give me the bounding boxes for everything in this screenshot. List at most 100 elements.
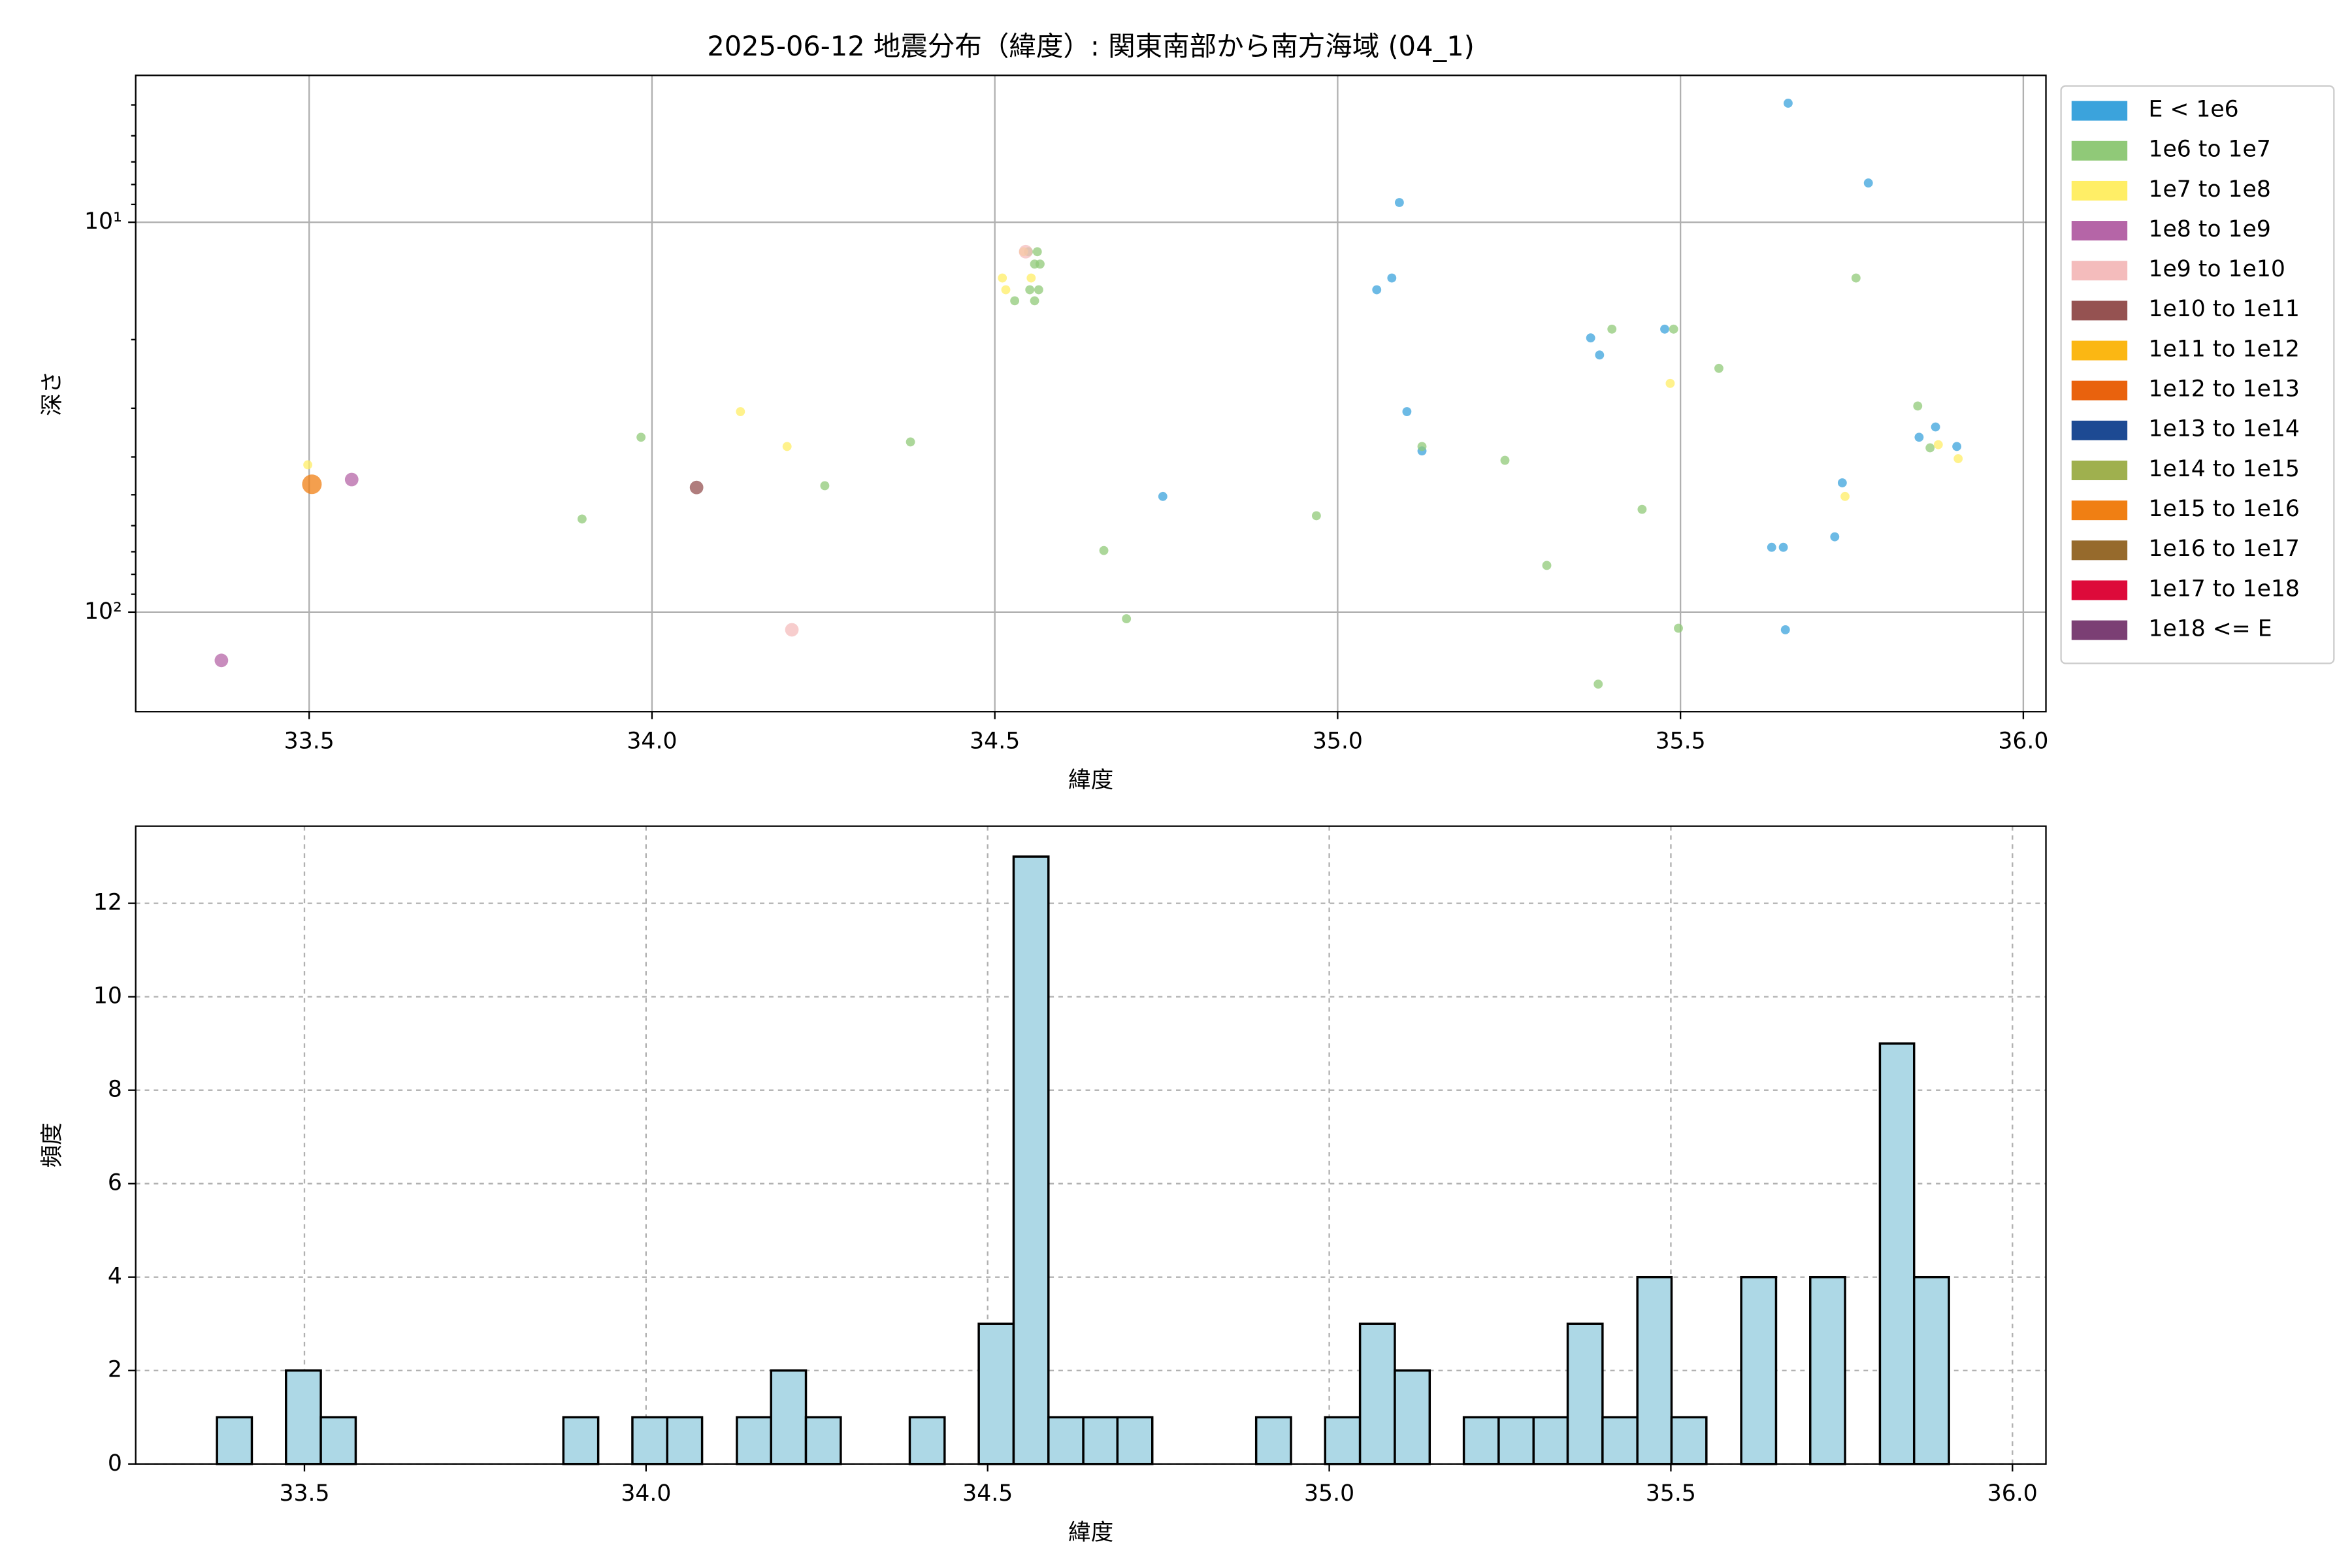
point bbox=[1394, 198, 1404, 207]
point bbox=[1500, 455, 1510, 465]
point bbox=[303, 460, 313, 470]
bar bbox=[285, 1369, 322, 1465]
bar bbox=[1601, 1416, 1639, 1465]
point bbox=[1036, 259, 1045, 269]
legend-swatch bbox=[2071, 301, 2128, 321]
legend-swatch bbox=[2071, 261, 2128, 281]
point bbox=[1311, 511, 1321, 521]
point bbox=[1925, 443, 1935, 453]
y-tick-label: 0 bbox=[108, 1450, 122, 1477]
point bbox=[1417, 442, 1427, 451]
bar bbox=[1254, 1416, 1292, 1465]
legend-swatch bbox=[2071, 221, 2128, 241]
point bbox=[1778, 542, 1788, 552]
bar bbox=[977, 1322, 1015, 1465]
x-tick-label: 34.0 bbox=[621, 1480, 671, 1507]
bar bbox=[736, 1416, 772, 1465]
legend-label: 1e6 to 1e7 bbox=[2148, 137, 2270, 163]
y-tick-label: 12 bbox=[93, 890, 122, 916]
point bbox=[1542, 561, 1552, 570]
bar bbox=[1740, 1275, 1778, 1465]
x-tick-label: 36.0 bbox=[1998, 728, 2048, 754]
point bbox=[1122, 614, 1132, 623]
bar bbox=[1497, 1416, 1535, 1465]
y-tick-label: 8 bbox=[108, 1077, 122, 1103]
chart-title: 2025-06-12 地震分布（緯度）: 関東南部から南方海域 (04_1) bbox=[707, 30, 1475, 62]
legend-swatch bbox=[2071, 461, 2128, 480]
bar bbox=[631, 1416, 668, 1465]
point bbox=[1026, 273, 1036, 283]
point bbox=[1913, 401, 1923, 411]
point bbox=[1099, 546, 1109, 555]
legend-label: 1e10 to 1e11 bbox=[2148, 296, 2299, 322]
bar bbox=[1012, 855, 1050, 1465]
x-tick-label: 35.5 bbox=[1646, 1480, 1696, 1507]
point bbox=[906, 437, 915, 447]
legend-swatch bbox=[2071, 140, 2128, 161]
point bbox=[1780, 625, 1790, 634]
bar bbox=[1636, 1275, 1673, 1465]
bar bbox=[1116, 1416, 1154, 1465]
bar bbox=[1878, 1042, 1916, 1465]
legend-label: E < 1e6 bbox=[2148, 96, 2238, 122]
legend-swatch bbox=[2071, 500, 2128, 521]
bar bbox=[1912, 1275, 1950, 1465]
legend-label: 1e18 <= E bbox=[2148, 615, 2272, 642]
y-tick-label: 2 bbox=[108, 1357, 122, 1383]
y-tick-label: 10 bbox=[93, 983, 122, 1009]
x-tick-label: 34.5 bbox=[962, 1480, 1013, 1507]
point bbox=[1586, 333, 1595, 343]
point bbox=[1931, 422, 1940, 432]
legend-label: 1e17 to 1e18 bbox=[2148, 576, 2299, 602]
x-tick-label: 33.5 bbox=[284, 728, 335, 754]
point bbox=[1674, 623, 1683, 633]
bar bbox=[1670, 1416, 1708, 1465]
point bbox=[1914, 433, 1924, 442]
point bbox=[1665, 378, 1675, 388]
point bbox=[302, 474, 322, 495]
legend-swatch bbox=[2071, 580, 2128, 600]
y-tick-label: 4 bbox=[108, 1264, 122, 1290]
point bbox=[1032, 247, 1042, 257]
bar bbox=[1809, 1275, 1846, 1465]
point bbox=[1953, 454, 1963, 463]
point bbox=[1372, 285, 1382, 295]
bar bbox=[1324, 1416, 1362, 1465]
point bbox=[1158, 491, 1168, 501]
x-tick-label: 36.0 bbox=[1987, 1480, 2038, 1507]
x-tick-label: 35.0 bbox=[1304, 1480, 1354, 1507]
point bbox=[1863, 178, 1873, 188]
legend-box bbox=[2060, 85, 2335, 664]
point bbox=[785, 623, 799, 637]
legend-label: 1e13 to 1e14 bbox=[2148, 416, 2299, 442]
point bbox=[1030, 296, 1039, 306]
bar bbox=[1532, 1416, 1569, 1465]
legend-swatch bbox=[2071, 101, 2128, 121]
point bbox=[1767, 542, 1776, 552]
point bbox=[1034, 285, 1043, 295]
bar bbox=[1462, 1416, 1500, 1465]
point bbox=[1851, 273, 1861, 283]
bar bbox=[908, 1416, 946, 1465]
x-tick-label: 35.0 bbox=[1313, 728, 1363, 754]
point bbox=[1837, 478, 1847, 487]
x-tick-label: 35.5 bbox=[1656, 728, 1706, 754]
plot-frame bbox=[135, 74, 2047, 713]
point bbox=[1669, 324, 1678, 334]
bar bbox=[1082, 1416, 1119, 1465]
bar bbox=[216, 1416, 253, 1465]
bar bbox=[1047, 1416, 1085, 1465]
bar bbox=[1566, 1322, 1604, 1465]
point bbox=[1001, 285, 1011, 295]
point bbox=[1660, 324, 1669, 334]
point bbox=[636, 433, 646, 442]
point bbox=[1019, 244, 1033, 259]
point bbox=[1595, 350, 1605, 360]
point bbox=[1840, 491, 1850, 501]
point bbox=[1784, 99, 1793, 108]
bar bbox=[319, 1416, 357, 1465]
legend-label: 1e12 to 1e13 bbox=[2148, 376, 2299, 402]
point bbox=[1830, 532, 1840, 542]
legend-label: 1e15 to 1e16 bbox=[2148, 496, 2299, 522]
